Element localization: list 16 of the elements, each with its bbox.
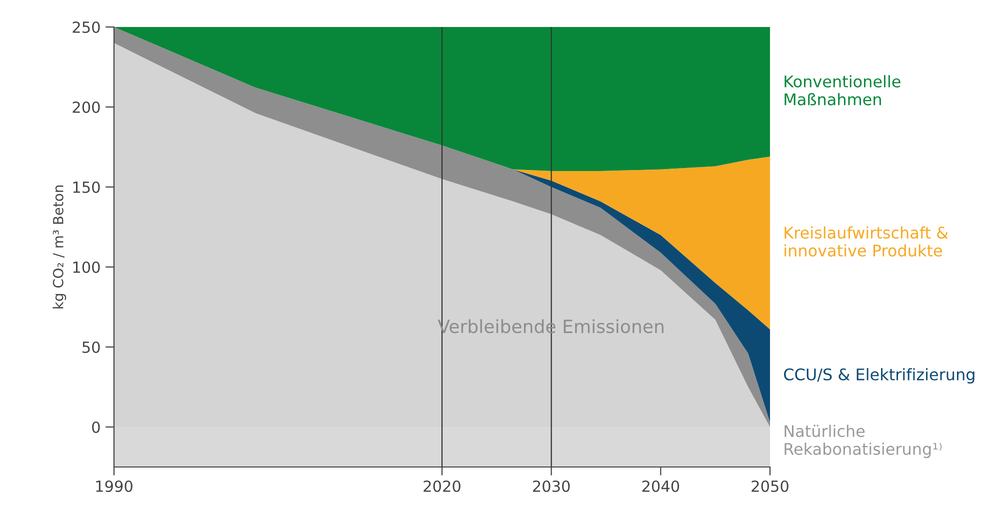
y-tick-label: 250 xyxy=(72,21,100,34)
y-tick-label: 100 xyxy=(73,261,100,274)
y-tick-label: 50 xyxy=(82,341,100,354)
series-label: Konventionelle Maßnahmen xyxy=(784,75,900,106)
series-label: Natürliche Rekabonatisierung¹⁾ xyxy=(784,424,942,458)
y-tick-label: 0 xyxy=(92,421,100,434)
series-label: CCU/S & Elektrifizierung xyxy=(784,368,974,384)
x-tick-label: 1990 xyxy=(96,480,132,492)
x-tick-label: 2030 xyxy=(533,480,570,492)
y-tick-label: 150 xyxy=(73,181,100,194)
x-tick-label: 2040 xyxy=(642,480,680,492)
series-label: Kreislaufwirtschaft & innovative Produkte xyxy=(784,226,948,257)
y-tick-label: 200 xyxy=(72,101,100,114)
y-axis-title: kg CO₂ / m³ Beton xyxy=(52,186,66,308)
x-tick-label: 2050 xyxy=(752,480,788,492)
x-tick-label: 2020 xyxy=(424,480,460,492)
